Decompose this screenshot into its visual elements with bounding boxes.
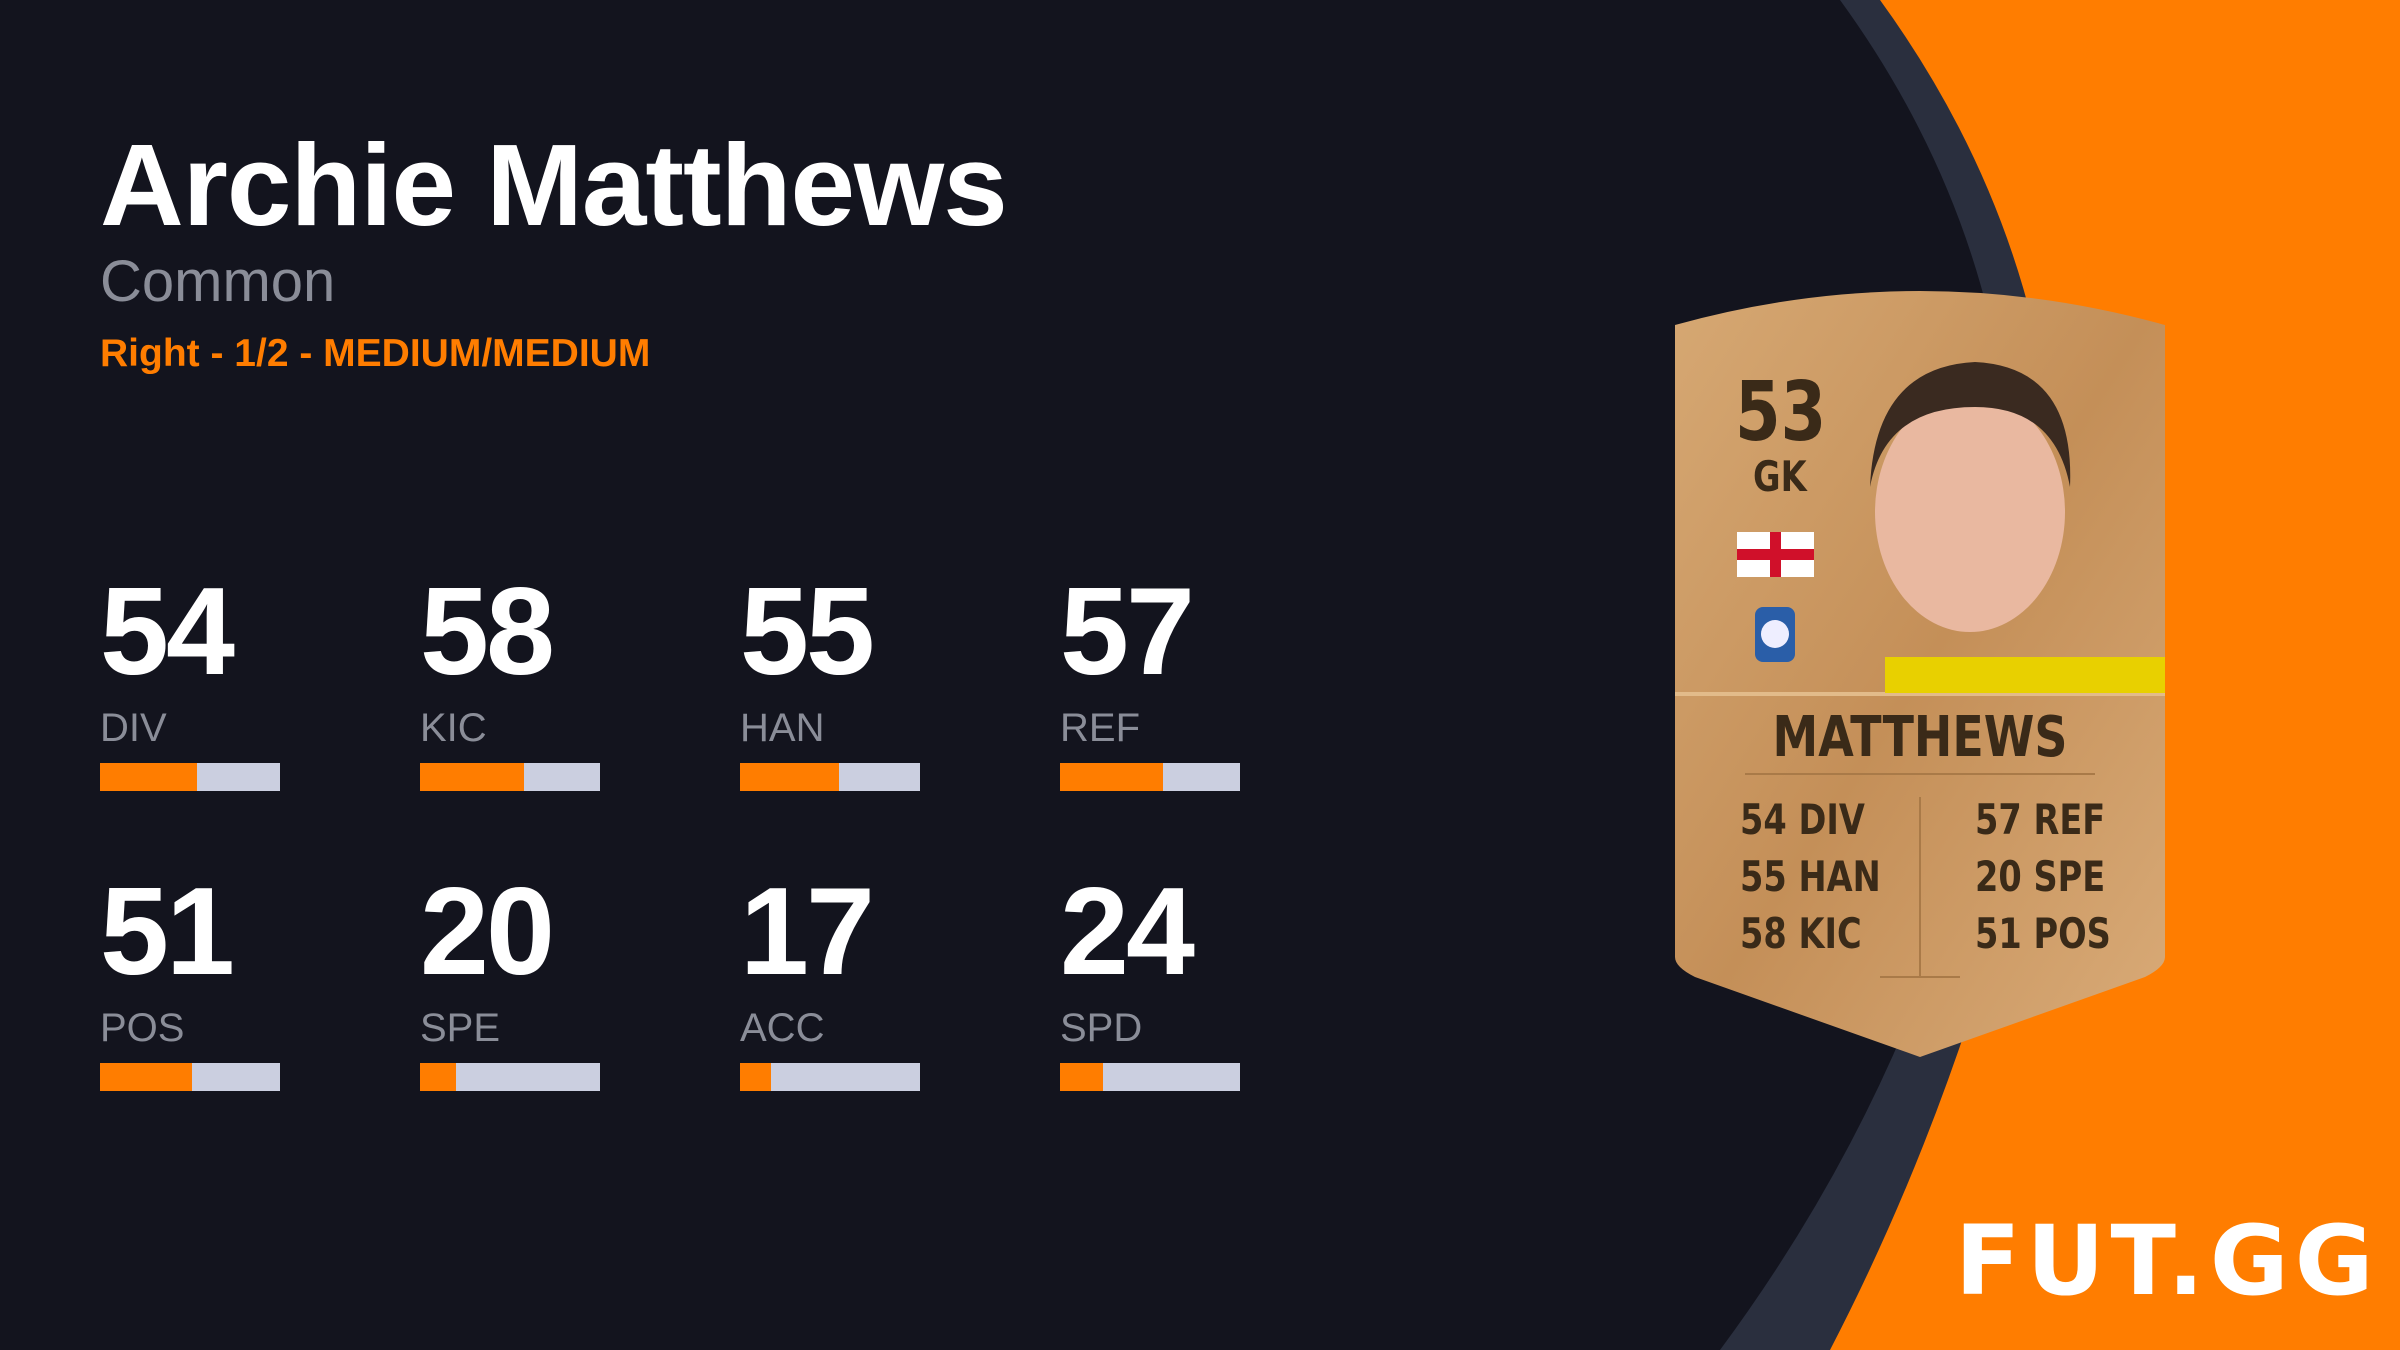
- stat-value: 24: [1060, 863, 1195, 1001]
- stat-value: 58: [420, 563, 555, 701]
- stat-spd: 24 SPD: [1060, 870, 1240, 1091]
- card-background: [1675, 291, 2165, 1057]
- stat-value: 55: [740, 563, 875, 701]
- card-rating: 53: [1735, 365, 1827, 460]
- stat-bar: [100, 1063, 280, 1091]
- stat-kic: 58 KIC: [420, 570, 600, 791]
- stat-label: SPE: [420, 1006, 501, 1050]
- card-stat: 20 SPE: [1975, 852, 2106, 901]
- stat-bar-fill: [1060, 1063, 1104, 1091]
- stat-value: 20: [420, 863, 555, 1001]
- stat-label: SPD: [1060, 1006, 1143, 1050]
- stat-bar: [740, 1063, 920, 1091]
- stat-bar: [1060, 1063, 1240, 1091]
- stat-bar-fill: [1060, 763, 1163, 791]
- stat-bar-fill: [420, 1063, 456, 1091]
- stat-label: DIV: [100, 706, 167, 750]
- stat-bar: [1060, 763, 1240, 791]
- stat-bar-fill: [740, 763, 839, 791]
- stat-bar: [420, 1063, 600, 1091]
- card-stat: 54 DIV: [1740, 795, 1865, 844]
- stat-bar-fill: [100, 763, 198, 791]
- england-flag: [1737, 532, 1814, 577]
- stat-label: HAN: [740, 706, 825, 750]
- stat-ref: 57 REF: [1060, 570, 1240, 791]
- card-stat: 57 REF: [1975, 795, 2106, 844]
- stat-value: 51: [100, 863, 235, 1001]
- card-stat: 51 POS: [1975, 909, 2111, 958]
- stat-bar-fill: [740, 1063, 771, 1091]
- stat-spe: 20 SPE: [420, 870, 600, 1091]
- stat-bar-fill: [420, 763, 525, 791]
- stat-value: 54: [100, 563, 235, 701]
- card-stat: 55 HAN: [1740, 852, 1881, 901]
- player-card: 53 GK MATTHEWS 54 DIV 55 HAN 58 KIC 57 R…: [1675, 287, 2165, 1057]
- player-name: Archie Matthews: [100, 120, 1008, 250]
- club-crest-icon: [1755, 607, 1795, 662]
- stat-value: 57: [1060, 563, 1195, 701]
- stat-label: POS: [100, 1006, 185, 1050]
- stat-label: ACC: [740, 1006, 825, 1050]
- stat-bar: [420, 763, 600, 791]
- stat-div: 54 DIV: [100, 570, 280, 791]
- stat-han: 55 HAN: [740, 570, 920, 791]
- stat-value: 17: [740, 863, 875, 1001]
- player-photo: [1870, 362, 2165, 693]
- player-rarity: Common: [100, 249, 336, 314]
- player-meta: Right - 1/2 - MEDIUM/MEDIUM: [100, 332, 651, 375]
- stat-pos: 51 POS: [100, 870, 280, 1091]
- stat-acc: 17 ACC: [740, 870, 920, 1091]
- stat-label: REF: [1060, 706, 1140, 750]
- stat-bar-fill: [100, 1063, 192, 1091]
- card-player-name: MATTHEWS: [1772, 705, 2068, 770]
- stat-label: KIC: [420, 706, 487, 750]
- stat-bar: [100, 763, 280, 791]
- futgg-logo: FUT.GG: [1955, 1205, 2380, 1317]
- card-stat: 58 KIC: [1740, 909, 1862, 958]
- stat-bar: [740, 763, 920, 791]
- card-position: GK: [1753, 452, 1807, 501]
